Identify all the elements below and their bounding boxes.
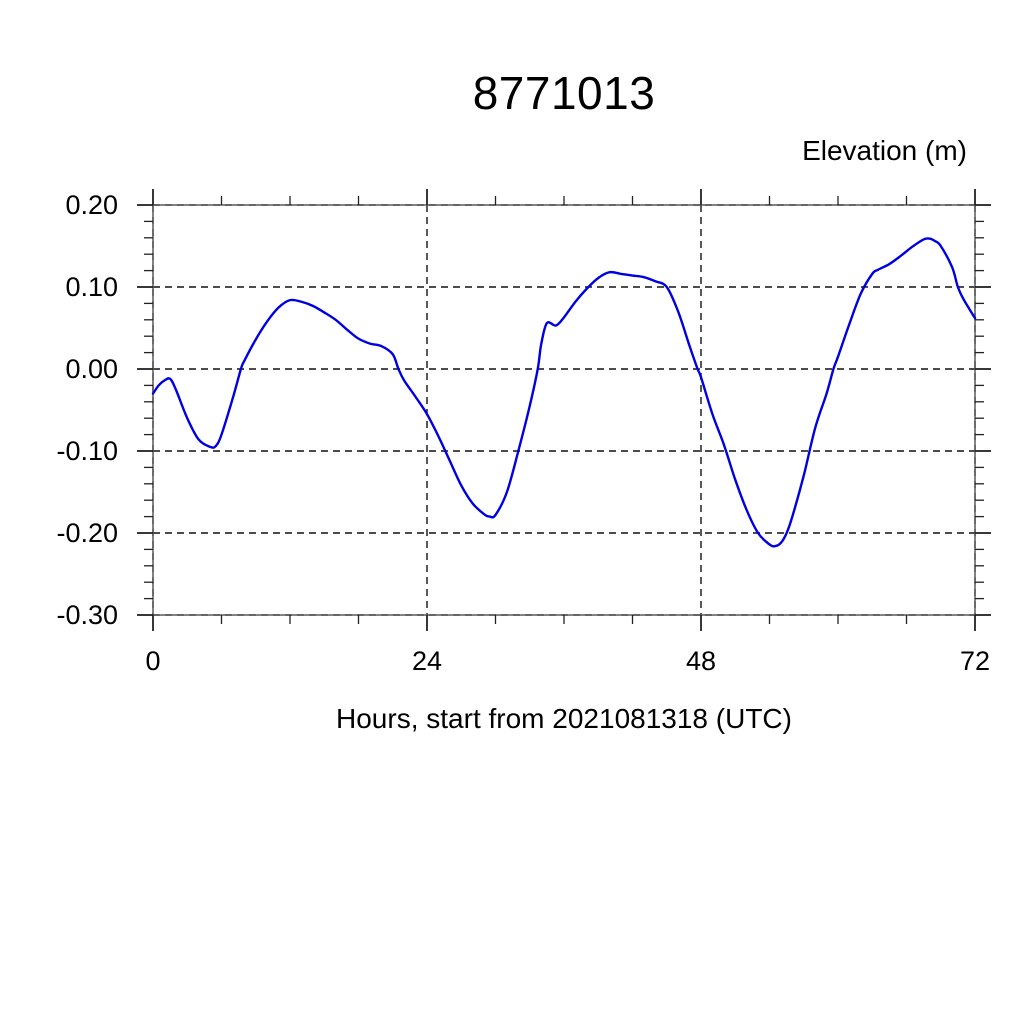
y-axis-title: Elevation (m) bbox=[802, 135, 967, 166]
y-tick-label: 0.00 bbox=[65, 354, 118, 384]
plot-frame bbox=[152, 204, 976, 616]
y-tick-label: -0.10 bbox=[56, 436, 118, 466]
x-tick-label: 24 bbox=[411, 646, 443, 676]
x-tick-label: 0 bbox=[145, 646, 161, 676]
chart-title: 8771013 bbox=[472, 67, 656, 119]
x-axis-title: Hours, start from 2021081318 (UTC) bbox=[336, 703, 792, 734]
y-tick-label: 0.10 bbox=[65, 272, 118, 302]
x-tick-label: 72 bbox=[959, 646, 991, 676]
x-tick-label: 48 bbox=[685, 646, 717, 676]
y-tick-label: -0.30 bbox=[56, 600, 118, 630]
elevation-series-line bbox=[151, 237, 977, 548]
y-tick-label: 0.20 bbox=[65, 190, 118, 220]
y-tick-label: -0.20 bbox=[56, 518, 118, 548]
